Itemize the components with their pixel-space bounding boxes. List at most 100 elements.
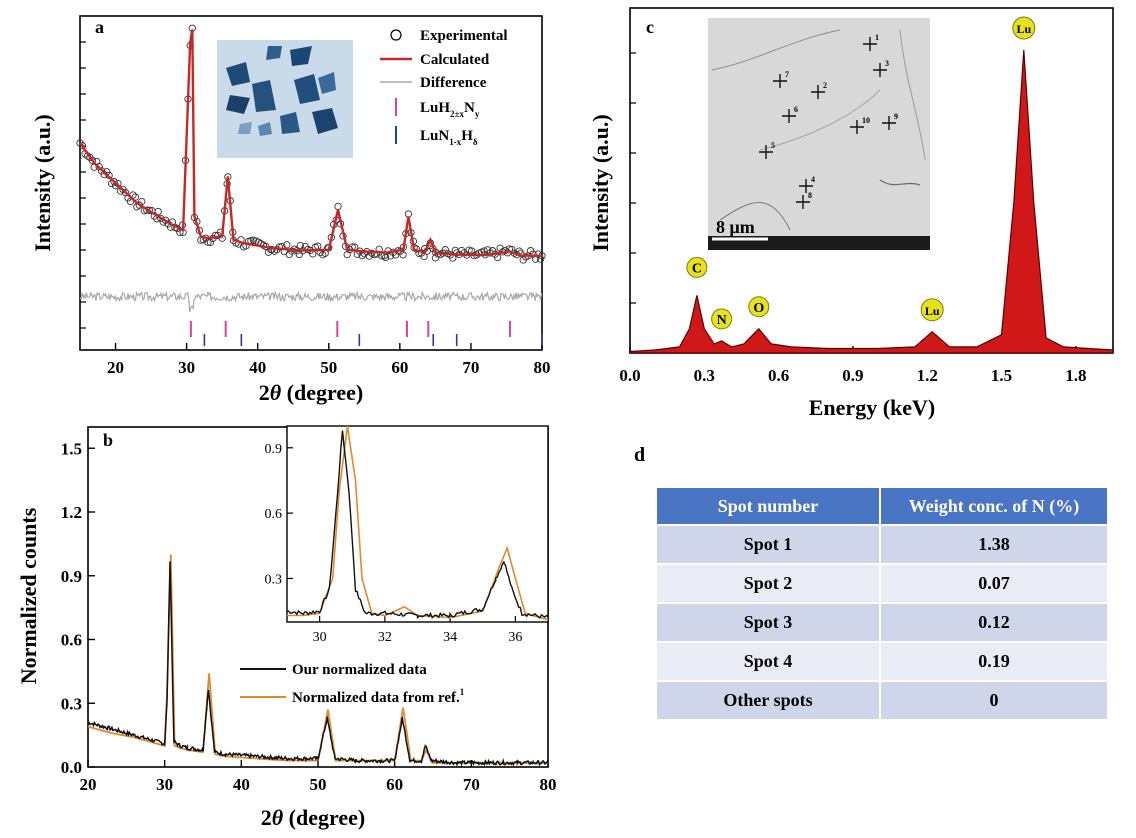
experimental-point bbox=[154, 207, 162, 216]
table-cell: Other spots bbox=[657, 682, 879, 719]
inset-xtick-label: 36 bbox=[508, 630, 522, 645]
panel-b: b Normalized counts 2θ (degree) 20 30 40 50… bbox=[16, 425, 557, 830]
inset-xtick-label: 34 bbox=[443, 630, 457, 645]
sem-spot-label: 10 bbox=[862, 116, 870, 125]
inset-ytick-label: 0.3 bbox=[265, 572, 283, 587]
inset-xtick-label: 32 bbox=[378, 630, 392, 645]
ytick-label: 1.2 bbox=[61, 503, 82, 522]
table-cell: 0.07 bbox=[881, 565, 1107, 602]
ytick-label: 0.6 bbox=[61, 631, 82, 650]
peak-label: O bbox=[753, 301, 764, 316]
sem-spot-label: 4 bbox=[811, 175, 815, 184]
sem-spot-marker bbox=[850, 120, 864, 134]
table-cell: Spot 2 bbox=[657, 565, 879, 602]
peak-badge bbox=[711, 308, 733, 330]
experimental-point bbox=[334, 202, 342, 211]
sem-spot-label: 1 bbox=[875, 33, 879, 42]
experimental-point bbox=[95, 163, 103, 171]
panel-c-inset-sem: 8 μm 1 2 3 4 5 6 7 8 9 10 bbox=[708, 18, 930, 250]
peak-label: Lu bbox=[925, 304, 940, 318]
legend-ref: Normalized data from ref.1 bbox=[292, 687, 465, 706]
panel-a-plot bbox=[76, 24, 546, 346]
xtick-label: 0.3 bbox=[694, 366, 715, 385]
experimental-point bbox=[358, 252, 366, 260]
panel-c-xlabel: Energy (keV) bbox=[809, 395, 935, 420]
legend-luh: LuH2±xNy bbox=[420, 100, 480, 119]
xtick-label: 20 bbox=[80, 775, 97, 794]
panel-b-xlabel: 2θ (degree) bbox=[261, 805, 365, 830]
experimental-point bbox=[343, 250, 351, 259]
xtick-label: 80 bbox=[540, 775, 557, 794]
xtick-label: 60 bbox=[391, 358, 408, 377]
table-row: Spot 2 0.07 bbox=[657, 565, 1107, 602]
panel-a-frame bbox=[79, 15, 543, 351]
table-row: Other spots 0 bbox=[657, 682, 1107, 719]
peak-badge bbox=[920, 298, 944, 322]
experimental-point bbox=[110, 178, 118, 186]
ytick-label: 0.0 bbox=[61, 758, 82, 777]
sem-spot-label: 6 bbox=[794, 105, 798, 114]
difference-line bbox=[79, 290, 543, 313]
sem-spot-marker bbox=[782, 109, 796, 123]
panel-b-plot bbox=[87, 554, 549, 767]
experimental-point bbox=[145, 206, 153, 214]
legend-our: Our normalized data bbox=[292, 662, 427, 678]
panel-a-yticks bbox=[80, 41, 86, 329]
sem-spot-marker bbox=[882, 116, 896, 130]
xtick-label: 0.0 bbox=[619, 366, 640, 385]
experimental-point bbox=[98, 167, 106, 175]
experimental-point bbox=[399, 251, 407, 259]
sem-spot-label: 9 bbox=[894, 112, 898, 121]
xtick-label: 0.9 bbox=[842, 366, 863, 385]
experimental-point bbox=[161, 216, 170, 224]
sem-spots: 1 2 3 4 5 6 7 8 9 10 bbox=[759, 33, 898, 209]
table-cell: Spot 4 bbox=[657, 643, 879, 680]
peak-label: C bbox=[692, 261, 702, 276]
panel-a-inset-micrograph bbox=[217, 40, 353, 158]
xtick-label: 0.6 bbox=[768, 366, 789, 385]
table-row: Spot 1 1.38 bbox=[657, 526, 1107, 563]
table-cell: Spot 1 bbox=[657, 526, 879, 563]
xtick-label: 50 bbox=[310, 775, 327, 794]
sem-spot-label: 5 bbox=[771, 141, 775, 150]
xtick-label: 20 bbox=[107, 358, 124, 377]
sem-spot-marker bbox=[873, 63, 887, 77]
panel-a-xticks: 20 30 40 50 60 70 80 bbox=[107, 343, 551, 377]
weight-table: Spot number Weight conc. of N (%) Spot 1… bbox=[655, 486, 1109, 721]
table-header-spot: Spot number bbox=[657, 488, 879, 524]
panel-b-ylabel: Normalized counts bbox=[16, 507, 41, 684]
peak-badge bbox=[748, 296, 770, 318]
panel-a-xlabel: 2θ (degree) bbox=[259, 380, 363, 405]
panel-b-inset-frame bbox=[286, 425, 549, 623]
xtick-label: 70 bbox=[463, 775, 480, 794]
our-data-line bbox=[88, 561, 549, 767]
panel-b-legend: Our normalized data Normalized data from… bbox=[240, 662, 465, 706]
ytick-label: 0.3 bbox=[61, 694, 82, 713]
sem-spot-label: 2 bbox=[823, 81, 827, 90]
inset-our-line bbox=[286, 430, 549, 620]
panel-a: a Intensity (a.u.) 2θ (degree) 20 30 40 50 6… bbox=[30, 15, 551, 405]
sem-spot-marker bbox=[863, 37, 877, 51]
xtick-label: 80 bbox=[534, 358, 551, 377]
experimental-point bbox=[381, 253, 390, 262]
panel-a-label: a bbox=[95, 17, 104, 37]
sem-spot-label: 3 bbox=[885, 59, 889, 68]
panel-c-label: c bbox=[646, 17, 654, 37]
experimental-point bbox=[314, 242, 322, 250]
experimental-point bbox=[88, 156, 97, 165]
panel-c-ticks: 0.0 0.3 0.6 0.9 1.2 1.5 1.8 bbox=[619, 52, 1086, 385]
legend-calculated: Calculated bbox=[420, 52, 490, 68]
panel-c-plot bbox=[629, 49, 1114, 354]
panel-b-inset-ticks: 30 32 34 36 0.3 0.6 0.9 bbox=[265, 442, 523, 645]
sem-spot-marker bbox=[799, 179, 813, 193]
sem-spot-marker bbox=[811, 85, 825, 99]
panel-d-label: d bbox=[634, 444, 645, 466]
xtick-label: 1.2 bbox=[917, 366, 938, 385]
xtick-label: 30 bbox=[156, 775, 173, 794]
experimental-point bbox=[431, 254, 440, 262]
sem-spot-marker bbox=[796, 195, 810, 209]
table-cell: 0.12 bbox=[881, 604, 1107, 641]
xtick-label: 40 bbox=[249, 358, 266, 377]
sem-spot-label: 8 bbox=[808, 191, 812, 200]
